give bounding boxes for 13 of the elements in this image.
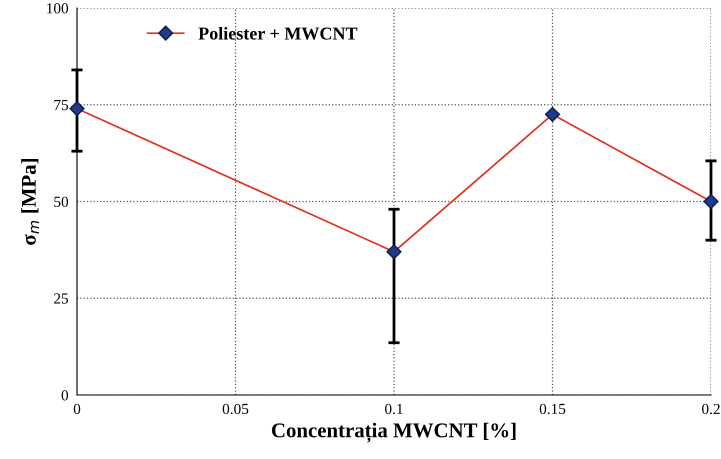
y-tick-label: 0 — [62, 390, 68, 400]
x-tick-label: 0 — [74, 404, 80, 414]
y-tick-label: 75 — [54, 100, 68, 110]
x-tick-label: 0.1 — [385, 404, 403, 414]
legend-label: Poliester + MWCNT — [198, 26, 358, 40]
x-tick-label: 0.2 — [702, 404, 720, 414]
y-axis-title: σ$_{m}$ [MPa] — [21, 159, 40, 245]
y-tick-label: 50 — [54, 196, 68, 207]
x-tick-label: 0.05 — [222, 404, 248, 414]
x-tick-label: 0.15 — [540, 404, 566, 414]
x-axis-title: Concentrația MWCNT [%] — [272, 422, 516, 443]
y-tick-label: 100 — [47, 3, 68, 14]
y-tick-label: 25 — [54, 293, 68, 304]
